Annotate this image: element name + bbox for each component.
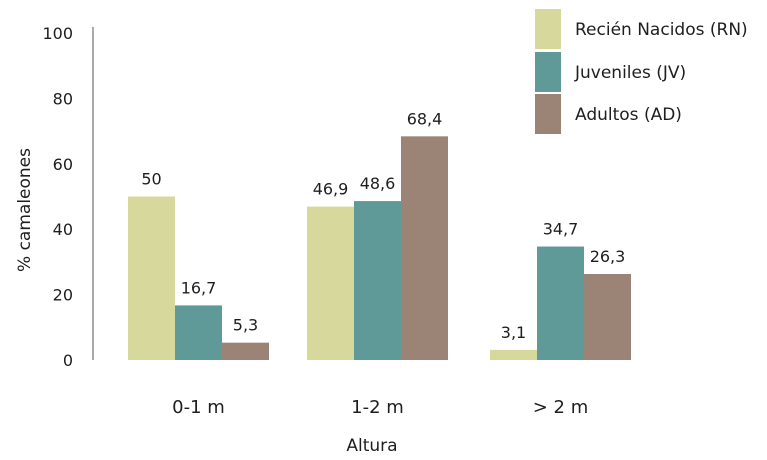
data-label: 5,3 bbox=[233, 316, 258, 335]
y-tick-label: 60 bbox=[53, 155, 73, 174]
data-label: 48,6 bbox=[360, 174, 396, 193]
legend-label: Adultos (AD) bbox=[575, 105, 682, 125]
y-tick-label: 100 bbox=[42, 24, 73, 43]
legend-label: Juveniles (JV) bbox=[574, 63, 686, 83]
bar-ad-0 bbox=[222, 342, 269, 360]
y-axis-title: % camaleones bbox=[15, 148, 35, 272]
legend: Recién Nacidos (RN) Juveniles (JV) Adultos… bbox=[535, 9, 748, 134]
bar-rn-0 bbox=[128, 196, 175, 360]
bar-jv-1 bbox=[354, 201, 401, 360]
x-tick-label: > 2 m bbox=[533, 397, 589, 418]
x-tick-label: 0-1 m bbox=[172, 397, 225, 418]
y-tick-label: 20 bbox=[53, 286, 73, 305]
legend-label: Recién Nacidos (RN) bbox=[575, 20, 748, 40]
y-tick-label: 80 bbox=[53, 89, 73, 108]
bar-ad-2 bbox=[584, 273, 631, 360]
legend-swatch bbox=[535, 52, 561, 92]
data-label: 3,1 bbox=[501, 323, 526, 342]
legend-swatch bbox=[535, 9, 561, 49]
data-label: 26,3 bbox=[590, 247, 626, 266]
data-label: 46,9 bbox=[313, 180, 349, 199]
bar-rn-2 bbox=[490, 349, 537, 360]
bar-rn-1 bbox=[307, 206, 354, 360]
bars bbox=[128, 136, 631, 360]
bar-jv-2 bbox=[537, 246, 584, 360]
y-tick-label: 0 bbox=[63, 351, 73, 370]
x-tick-label: 1-2 m bbox=[351, 397, 404, 418]
bar-ad-1 bbox=[401, 136, 448, 360]
bar-jv-0 bbox=[175, 305, 222, 360]
data-label: 16,7 bbox=[181, 278, 217, 297]
x-axis: 0-1 m 1-2 m > 2 m bbox=[172, 397, 588, 418]
data-label: 34,7 bbox=[543, 220, 579, 239]
data-labels: 50 46,9 3,1 16,7 48,6 34,7 5,3 68,4 26,3 bbox=[141, 109, 625, 342]
legend-swatch bbox=[535, 94, 561, 134]
data-label: 68,4 bbox=[407, 109, 443, 128]
data-label: 50 bbox=[141, 170, 161, 189]
y-axis: 0 20 40 60 80 100 bbox=[42, 24, 73, 370]
x-axis-title: Altura bbox=[346, 436, 397, 456]
y-tick-label: 40 bbox=[53, 220, 73, 239]
